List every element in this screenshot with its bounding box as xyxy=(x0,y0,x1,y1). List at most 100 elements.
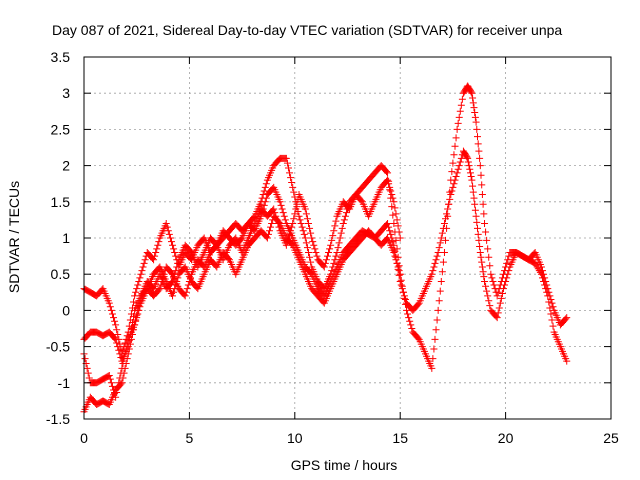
data-point xyxy=(538,274,546,282)
data-point xyxy=(331,222,339,230)
data-point xyxy=(135,277,143,285)
data-point xyxy=(312,248,320,256)
data-point xyxy=(181,292,189,300)
data-point xyxy=(454,165,462,173)
data-point xyxy=(328,236,336,244)
y-tick-label: -1.5 xyxy=(46,411,70,427)
data-point xyxy=(287,174,295,182)
data-point xyxy=(119,359,127,367)
data-point xyxy=(321,259,329,267)
y-tick-label: 0 xyxy=(62,302,70,318)
data-point xyxy=(224,255,232,263)
data-point xyxy=(453,125,461,133)
data-point xyxy=(162,220,170,228)
data-point xyxy=(272,212,280,220)
data-point xyxy=(479,268,487,276)
data-point xyxy=(276,198,284,206)
data-point xyxy=(446,195,454,203)
data-point xyxy=(471,109,479,117)
data-point xyxy=(310,241,318,249)
data-point xyxy=(478,263,486,271)
y-tick-label: 1 xyxy=(62,230,70,246)
data-point xyxy=(390,220,398,228)
data-point xyxy=(385,223,393,231)
data-point xyxy=(436,239,444,247)
data-point xyxy=(543,288,551,296)
data-point xyxy=(476,248,484,256)
data-point xyxy=(286,169,294,177)
data-point xyxy=(338,224,346,232)
data-point xyxy=(455,113,463,121)
data-point xyxy=(430,345,438,353)
data-point xyxy=(544,292,552,300)
data-point xyxy=(305,248,313,256)
data-point xyxy=(482,282,490,290)
series-track-a xyxy=(80,82,571,372)
data-point xyxy=(469,99,477,107)
data-point xyxy=(496,299,504,307)
data-point xyxy=(136,274,144,282)
data-point xyxy=(141,256,149,264)
data-point xyxy=(389,194,397,202)
data-point xyxy=(131,292,139,300)
data-point xyxy=(384,169,392,177)
data-point xyxy=(152,248,160,256)
data-point xyxy=(401,296,409,304)
data-point xyxy=(546,304,554,312)
data-point xyxy=(118,364,126,372)
data-point xyxy=(289,183,297,191)
data-point xyxy=(505,252,513,260)
data-point xyxy=(303,215,311,223)
data-point xyxy=(293,200,301,208)
data-point xyxy=(499,285,507,293)
data-point xyxy=(301,234,309,242)
data-point xyxy=(237,235,245,243)
data-point xyxy=(470,104,478,112)
data-point xyxy=(186,274,194,282)
data-point xyxy=(431,335,439,343)
data-point xyxy=(185,277,193,285)
data-point xyxy=(182,288,190,296)
data-point xyxy=(489,277,497,285)
data-point xyxy=(153,245,161,253)
x-tick-label: 20 xyxy=(498,430,514,446)
data-point xyxy=(130,312,138,320)
data-point xyxy=(278,205,286,213)
data-point xyxy=(155,238,163,246)
data-point xyxy=(261,198,269,206)
data-point xyxy=(340,216,348,224)
data-point xyxy=(404,310,412,318)
data-point xyxy=(260,187,268,195)
data-point xyxy=(494,309,502,317)
data-point xyxy=(328,267,336,275)
data-point xyxy=(385,180,393,188)
data-point xyxy=(106,375,114,383)
data-point xyxy=(156,285,164,293)
data-point xyxy=(313,252,321,260)
data-point xyxy=(536,268,544,276)
data-point xyxy=(494,288,502,296)
data-point xyxy=(133,314,141,322)
data-point xyxy=(335,239,343,247)
data-point xyxy=(476,154,484,162)
data-point xyxy=(458,95,466,103)
data-point xyxy=(107,306,115,314)
data-point xyxy=(174,274,182,282)
data-point xyxy=(260,201,268,209)
data-point xyxy=(548,299,556,307)
data-point xyxy=(287,227,295,235)
data-point xyxy=(537,270,545,278)
data-point xyxy=(392,210,400,218)
data-point xyxy=(478,258,486,266)
data-point xyxy=(121,350,129,358)
data-point xyxy=(545,298,553,306)
data-point xyxy=(473,125,481,133)
data-point xyxy=(341,212,349,220)
data-point xyxy=(477,253,485,261)
data-point xyxy=(452,134,460,142)
data-point xyxy=(115,346,123,354)
data-point xyxy=(330,227,338,235)
data-point xyxy=(475,147,483,155)
data-point xyxy=(473,133,481,141)
data-point xyxy=(158,277,166,285)
